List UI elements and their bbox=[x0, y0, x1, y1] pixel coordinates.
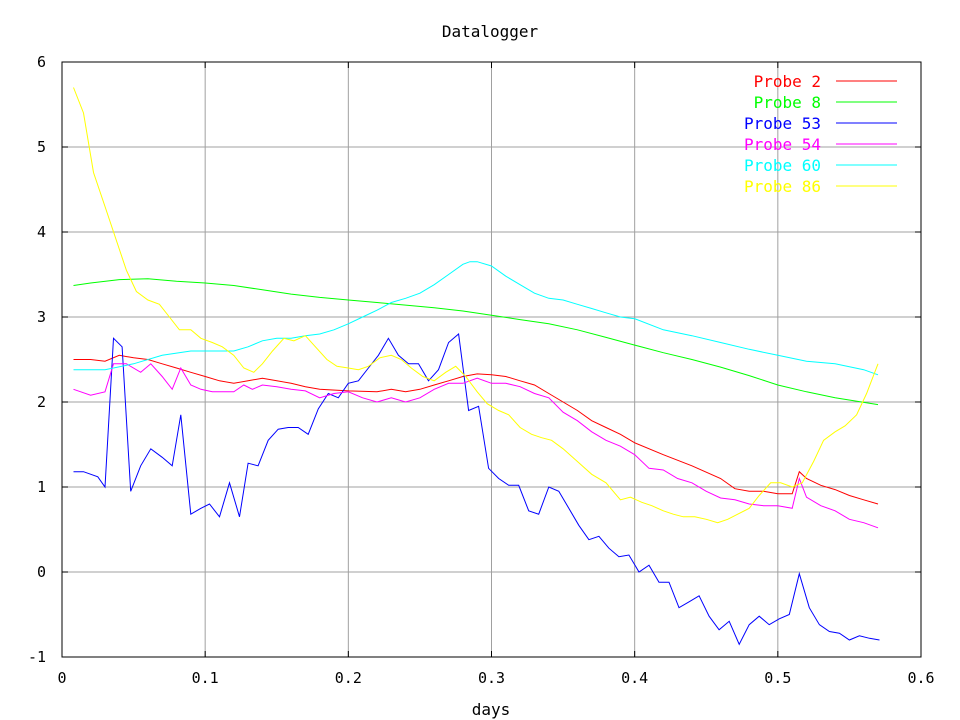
x-tick-label: 0.1 bbox=[192, 669, 219, 687]
series-layer bbox=[73, 87, 880, 646]
chart-title: Datalogger bbox=[442, 22, 539, 41]
legend-label: Probe 8 bbox=[754, 93, 821, 112]
y-tick-label: 6 bbox=[37, 53, 46, 71]
legend: Probe 2 Probe 8 Probe 53 Probe 54 Probe 60 Pr… bbox=[744, 72, 897, 196]
series-line-6 bbox=[73, 87, 879, 524]
x-tick-label: 0.3 bbox=[478, 669, 505, 687]
series-line-1 bbox=[73, 354, 879, 505]
legend-label: Probe 60 bbox=[744, 156, 821, 175]
series-line-2 bbox=[73, 278, 879, 406]
x-axis-label: days bbox=[472, 700, 511, 719]
x-tick-labels: 0 0.1 0.2 0.3 0.4 0.5 0.6 bbox=[57, 669, 934, 687]
legend-label: Probe 54 bbox=[744, 135, 821, 154]
series-line-3 bbox=[73, 333, 880, 646]
x-tick-label: 0.6 bbox=[907, 669, 934, 687]
series-line-4 bbox=[73, 363, 879, 529]
x-tick-label: 0 bbox=[57, 669, 66, 687]
y-tick-label: 4 bbox=[37, 223, 46, 241]
x-tick-label: 0.2 bbox=[335, 669, 362, 687]
series-line-5 bbox=[73, 261, 879, 376]
legend-label: Probe 86 bbox=[744, 177, 821, 196]
y-tick-label: 2 bbox=[37, 393, 46, 411]
y-tick-label: 3 bbox=[37, 308, 46, 326]
x-tick-label: 0.5 bbox=[764, 669, 791, 687]
legend-label: Probe 2 bbox=[754, 72, 821, 91]
x-tick-label: 0.4 bbox=[621, 669, 648, 687]
y-tick-labels: -1 0 1 2 3 4 5 6 bbox=[28, 53, 46, 666]
legend-label: Probe 53 bbox=[744, 114, 821, 133]
y-tick-label: 0 bbox=[37, 563, 46, 581]
grid-lines bbox=[61, 61, 922, 658]
plot-frame bbox=[61, 61, 922, 658]
y-tick-label: 1 bbox=[37, 478, 46, 496]
y-tick-label: 5 bbox=[37, 138, 46, 156]
y-tick-label: -1 bbox=[28, 648, 46, 666]
